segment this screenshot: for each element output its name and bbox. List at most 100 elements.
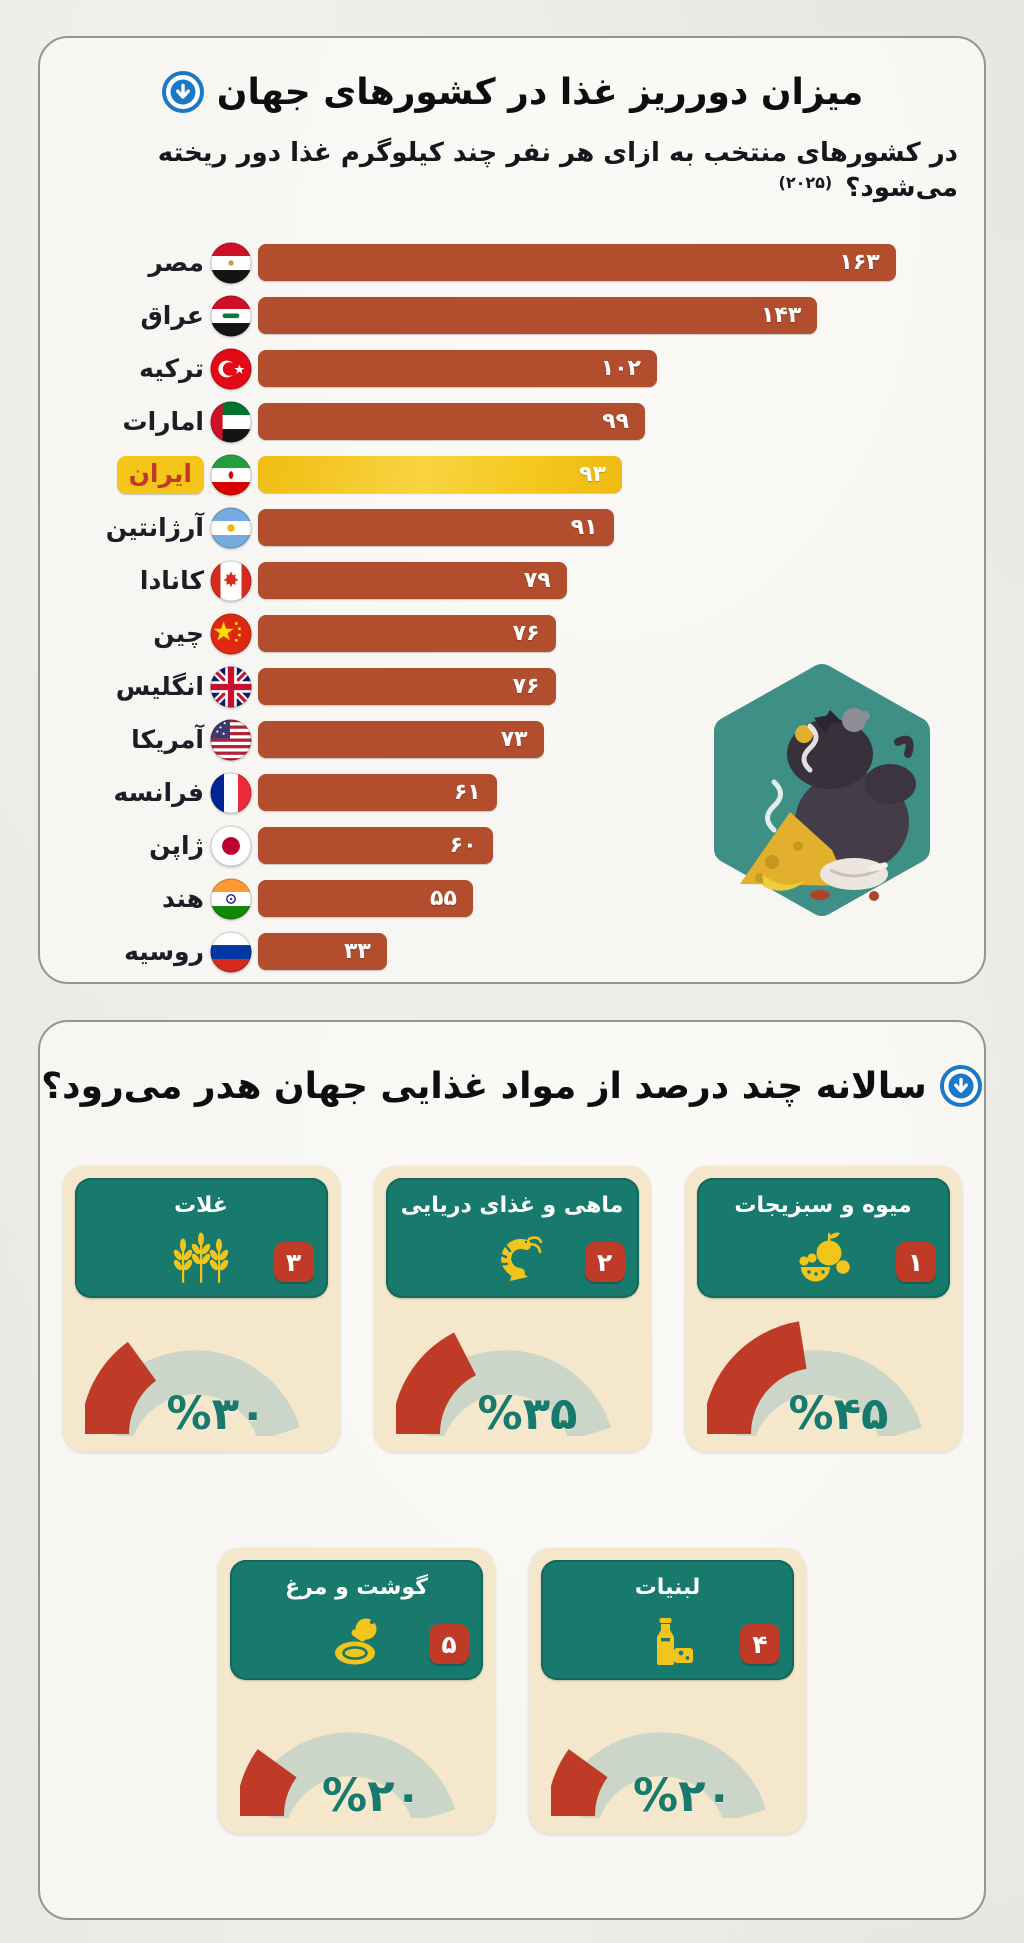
bar-row-usa: آمریکا ۷۳ [66, 713, 958, 766]
panel1-title: میزان دورریز غذا در کشورهای جهان [216, 71, 864, 113]
rank-badge: ۴ [740, 1624, 780, 1664]
bar: ۱۰۲ [258, 350, 657, 388]
rank-badge: ۳ [273, 1242, 314, 1282]
flag-india-icon [210, 878, 252, 920]
bar: ۹۹ [258, 403, 646, 441]
flag-iran-icon [210, 454, 252, 496]
bar-value: ۹۹ [602, 409, 630, 435]
bar: ۷۳ [258, 721, 544, 759]
country-label: مصر [148, 247, 204, 277]
shrimp-icon [480, 1228, 544, 1290]
bar: ۹۱ [258, 509, 614, 547]
gauge-card: گوشت و مرغ ۵ %۲۰ [218, 1548, 495, 1834]
bar: ۳۳ [258, 933, 387, 971]
bar-value: ۱۶۳ [839, 250, 880, 276]
category-label: ماهی و غذای دریایی [400, 1193, 624, 1218]
bar-row-iraq: عراق ۱۴۳ [66, 289, 958, 342]
country-label: روسیه [124, 936, 204, 966]
bar-chart: مصر ۱۶۳ عراق ۱۴۳ ترکیه ۱۰۲ امارات ۹۹ [66, 236, 958, 978]
bar-track: ۵۵ [258, 880, 958, 918]
bar-row-turkey: ترکیه ۱۰۲ [66, 342, 958, 395]
bar-track: ۱۰۲ [258, 350, 958, 388]
bar-row-japan: ژاپن ۶۰ [66, 819, 958, 872]
gauge-chart: %۴۵ [699, 1314, 948, 1440]
country-label: ترکیه [139, 353, 204, 383]
bar: ۷۶ [258, 615, 556, 653]
flag-iraq-icon [210, 295, 252, 337]
bar-value: ۷۶ [512, 674, 540, 700]
bar: ۷۶ [258, 668, 556, 706]
bar-row-egypt: مصر ۱۶۳ [66, 236, 958, 289]
bar-track: ۳۳ [258, 933, 958, 971]
subtitle-text: در کشورهای منتخب به ازای هر نفر چند کیلو… [157, 138, 958, 204]
garbage-bags-illustration [702, 662, 942, 918]
bar-value: ۷۶ [512, 621, 540, 647]
bar-track: ۷۳ [258, 721, 958, 759]
category-label: گوشت و مرغ [285, 1575, 428, 1600]
panel1-subtitle: در کشورهای منتخب به ازای هر نفر چند کیلو… [66, 136, 958, 206]
flag-china-icon [210, 613, 252, 655]
percent-value: %۲۰ [321, 1769, 423, 1822]
gauge-chart: %۳۵ [388, 1314, 637, 1440]
country-label: چین [153, 618, 204, 648]
dairy-icon [636, 1610, 700, 1672]
bar-row-russia: روسیه ۳۳ [66, 925, 958, 978]
country-label: انگلیس [115, 671, 204, 701]
bar-value: ۹۳ [579, 462, 606, 488]
gauge-card: ماهی و غذای دریایی ۲ %۳۵ [373, 1166, 651, 1452]
bar-value: ۶۰ [449, 833, 477, 859]
flag-turkey-icon [210, 348, 252, 390]
rank-badge: ۵ [429, 1624, 469, 1664]
gauge-card: لبنیات ۴ %۲۰ [529, 1548, 806, 1834]
card-header: غلات ۳ [74, 1178, 328, 1298]
gauge-chart: %۳۰ [77, 1314, 326, 1440]
bar-value: ۶۱ [453, 780, 481, 806]
flag-egypt-icon [210, 242, 252, 284]
country-label: ژاپن [149, 830, 204, 860]
bar-track: ۹۱ [258, 509, 958, 547]
bar: ۶۰ [258, 827, 493, 865]
card-header: ماهی و غذای دریایی ۲ [385, 1178, 639, 1298]
flag-uk-icon [210, 666, 252, 708]
bar-track: ۷۶ [258, 615, 958, 653]
bar-track: ۷۹ [258, 562, 958, 600]
meat-icon [325, 1610, 389, 1672]
year-note: (۲۰۲۵) [778, 173, 833, 193]
bar-row-china: چین ۷۶ [66, 607, 958, 660]
rank-badge: ۱ [895, 1242, 936, 1282]
gauge-chart: %۲۰ [543, 1696, 792, 1822]
gauge-card: غلات ۳ %۳۰ [62, 1166, 340, 1452]
bar-track: ۷۶ [258, 668, 958, 706]
country-label: هند [162, 883, 204, 913]
category-label: لبنیات [634, 1575, 701, 1600]
bar-track: ۱۴۳ [258, 297, 958, 335]
bar-value: ۱۰۲ [600, 356, 641, 382]
country-label: فرانسه [113, 777, 204, 807]
panel1-title-row: میزان دورریز غذا در کشورهای جهان [40, 70, 984, 114]
wheat-icon [169, 1228, 233, 1290]
panel2-title: سالانه چند درصد از مواد غذایی جهان هدر م… [41, 1065, 927, 1107]
bar: ۵۵ [258, 880, 473, 918]
bar-row-argentina: آرژانتین ۹۱ [66, 501, 958, 554]
country-label: عراق [140, 300, 204, 330]
bar-value: ۵۵ [430, 886, 457, 912]
bar-value: ۳۳ [343, 939, 371, 965]
bar-row-india: هند ۵۵ [66, 872, 958, 925]
country-label: ایران [66, 455, 204, 494]
bar: ۱۶۳ [258, 244, 896, 282]
percent-value: %۳۵ [477, 1387, 578, 1440]
bar: ۱۴۳ [258, 297, 818, 335]
gauge-cards-top-row: میوه و سبزیجات ۱ %۴۵ ماهی و غذای دریایی [40, 1166, 984, 1452]
flag-japan-icon [210, 825, 252, 867]
bar-track: ۹۳ [258, 456, 958, 494]
food-waste-by-category-panel: سالانه چند درصد از مواد غذایی جهان هدر م… [38, 1020, 986, 1920]
country-label: آرژانتین [105, 512, 204, 542]
card-header: لبنیات ۴ [541, 1560, 794, 1680]
percent-value: %۳۰ [166, 1387, 267, 1440]
food-waste-per-country-panel: میزان دورریز غذا در کشورهای جهان در کشور… [38, 36, 986, 984]
gauge-cards-bottom-row: لبنیات ۴ %۲۰ گوشت و مرغ [40, 1548, 984, 1834]
bar-track: ۶۱ [258, 774, 958, 812]
bar: ۹۳ [258, 456, 622, 494]
flag-france-icon [210, 772, 252, 814]
bar-value: ۷۳ [500, 727, 528, 753]
